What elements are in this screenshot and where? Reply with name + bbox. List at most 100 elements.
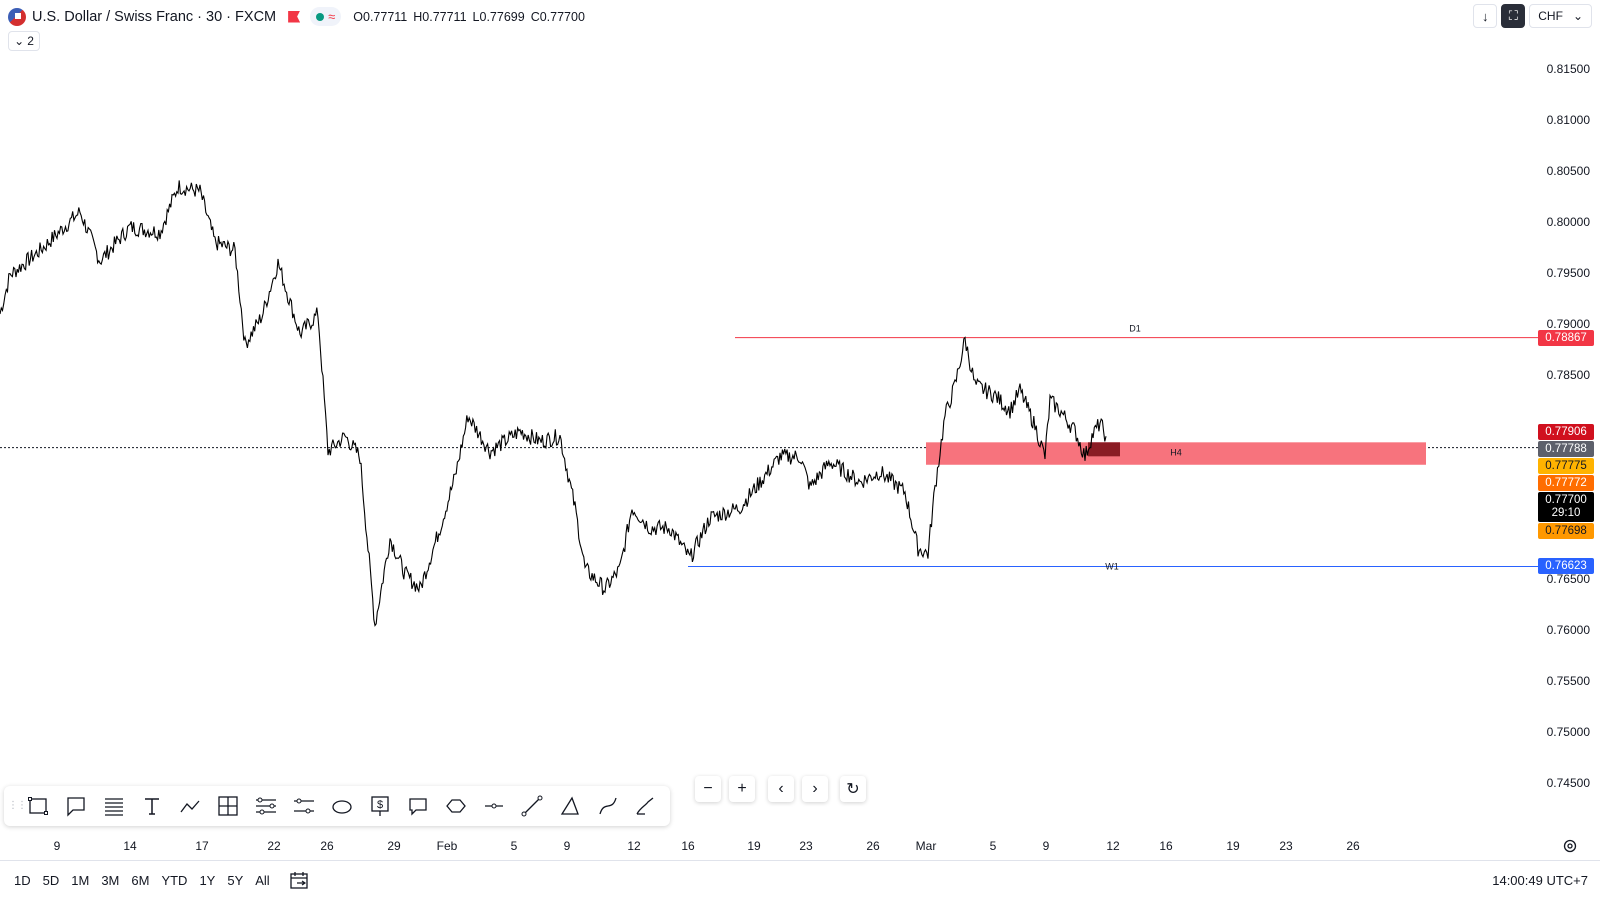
time-axis-label: 29	[387, 839, 401, 853]
range-5d[interactable]: 5D	[42, 873, 60, 888]
text-icon[interactable]	[134, 789, 170, 823]
time-axis-label: 26	[320, 839, 334, 853]
range-6m[interactable]: 6M	[131, 873, 150, 888]
chart-header: U.S. Dollar / Swiss Franc · 30 · FXCM ≈ …	[0, 0, 1600, 51]
last-price-value: 0.77700	[1545, 494, 1587, 506]
time-axis-label: 26	[1346, 839, 1360, 853]
scroll-right-button[interactable]: ›	[802, 776, 828, 802]
time-axis-label: 14	[123, 839, 137, 853]
triangle-icon[interactable]	[552, 789, 588, 823]
ohlc-values: O0.77711 H0.77711 L0.77699 C0.77700	[353, 10, 585, 24]
regression-icon[interactable]	[286, 789, 322, 823]
time-axis-label: 9	[563, 839, 571, 853]
d1-level-tag[interactable]: 0.78867	[1538, 329, 1594, 346]
callout-icon[interactable]	[58, 789, 94, 823]
price-axis-label: 0.81500	[1546, 62, 1590, 76]
currency-value: CHF	[1538, 9, 1563, 23]
time-axis-label: 16	[681, 839, 695, 853]
range-1m[interactable]: 1M	[71, 873, 90, 888]
clock-timezone[interactable]: 14:00:49 UTC+7	[1492, 873, 1588, 888]
polygon-icon[interactable]	[438, 789, 474, 823]
rectangle-icon[interactable]	[20, 789, 56, 823]
time-axis-label: 26	[866, 839, 880, 853]
scroll-left-button[interactable]: ‹	[768, 776, 794, 802]
price-tag: 0.77698	[1538, 523, 1594, 539]
date-ranges: 1D 5D 1M 3M 6M YTD 1Y 5Y All	[14, 873, 270, 888]
time-axis-label: 19	[1226, 839, 1240, 853]
reset-chart-button[interactable]: ↻	[840, 776, 866, 802]
range-1d[interactable]: 1D	[14, 873, 31, 888]
currency-select[interactable]: CHF ⌄	[1529, 4, 1592, 28]
comment-icon[interactable]	[400, 789, 436, 823]
flag-marker-icon[interactable]	[288, 10, 301, 23]
arrow-down-icon[interactable]: ↓	[1473, 4, 1498, 28]
ellipse-icon[interactable]	[324, 789, 360, 823]
price-axis-label: 0.79000	[1546, 317, 1590, 331]
indicator-toggle-button[interactable]: ⌄ 2	[8, 31, 40, 51]
price-tag: 0.77775	[1538, 458, 1594, 474]
range-all[interactable]: All	[255, 873, 270, 888]
ohlc-open: O0.77711	[353, 9, 408, 24]
bar-countdown: 29:10	[1551, 507, 1581, 519]
range-ytd[interactable]: YTD	[161, 873, 188, 888]
price-axis-label: 0.75500	[1546, 674, 1590, 688]
drawing-toolbar: ⋮⋮ $	[4, 786, 670, 826]
h4-zone[interactable]	[926, 442, 1426, 465]
time-axis-label: 9	[1042, 839, 1050, 853]
parallel-channel-icon[interactable]	[248, 789, 284, 823]
price-axis-label: 0.80500	[1546, 164, 1590, 178]
time-axis-label: 5	[989, 839, 997, 853]
price-note-icon[interactable]: $	[362, 789, 398, 823]
ohlc-high: H0.77711	[413, 9, 467, 24]
range-5y[interactable]: 5Y	[227, 873, 244, 888]
calendar-range-icon[interactable]	[288, 870, 312, 892]
zoom-out-button[interactable]: −	[695, 776, 721, 802]
time-axis-label: 19	[747, 839, 761, 853]
w1-level-label: W1	[1105, 561, 1119, 571]
horizontal-line-icon[interactable]	[476, 789, 512, 823]
gear-icon[interactable]	[1562, 838, 1578, 854]
d1-level-label: D1	[1129, 324, 1141, 334]
trend-line-icon[interactable]	[514, 789, 550, 823]
w1-level-tag[interactable]: 0.76623	[1538, 558, 1594, 575]
time-axis-label: 22	[267, 839, 281, 853]
time-axis-label: 16	[1159, 839, 1173, 853]
currency-flag-icon	[8, 7, 26, 26]
curve-icon[interactable]	[590, 789, 626, 823]
price-axis-label: 0.75000	[1546, 725, 1590, 739]
time-axis-label: 17	[195, 839, 209, 853]
time-axis-label: 12	[1106, 839, 1120, 853]
market-status[interactable]: ≈	[310, 7, 342, 26]
scroll-controls: ‹ ›	[768, 776, 828, 802]
zoom-controls: − +	[695, 776, 755, 802]
ohlc-low: L0.77699	[472, 9, 525, 24]
path-icon[interactable]	[172, 789, 208, 823]
price-tag: 0.77700 29:10	[1538, 492, 1594, 522]
symbol-title[interactable]: U.S. Dollar / Swiss Franc · 30 · FXCM	[32, 8, 277, 25]
crosshair-icon[interactable]	[210, 789, 246, 823]
fib-icon[interactable]	[96, 789, 132, 823]
svg-text:$: $	[377, 799, 383, 811]
time-axis-label: Mar	[915, 839, 937, 853]
brush-icon[interactable]	[628, 789, 664, 823]
price-tag: 0.77772	[1538, 475, 1594, 491]
price-axis-label: 0.79500	[1546, 266, 1590, 280]
range-1y[interactable]: 1Y	[199, 873, 216, 888]
time-axis-label: 9	[53, 839, 61, 853]
h4-zone-highlight	[1088, 442, 1120, 457]
price-axis-label: 0.80000	[1546, 215, 1590, 229]
drag-handle-icon[interactable]: ⋮⋮	[8, 800, 27, 811]
zoom-in-button[interactable]: +	[729, 776, 755, 802]
price-tag: 0.77788	[1538, 441, 1594, 457]
price-axis-label: 0.76500	[1546, 572, 1590, 586]
price-axis-label: 0.74500	[1546, 776, 1590, 790]
range-3m[interactable]: 3M	[101, 873, 120, 888]
price-series	[0, 180, 1107, 627]
market-open-icon	[316, 12, 325, 21]
fullscreen-icon[interactable]: ⛶	[1501, 4, 1526, 28]
h4-zone-label: H4	[1170, 447, 1182, 457]
time-axis-label: 5	[510, 839, 518, 853]
time-axis-label: 23	[799, 839, 813, 853]
price-tag: 0.77906	[1538, 424, 1594, 440]
